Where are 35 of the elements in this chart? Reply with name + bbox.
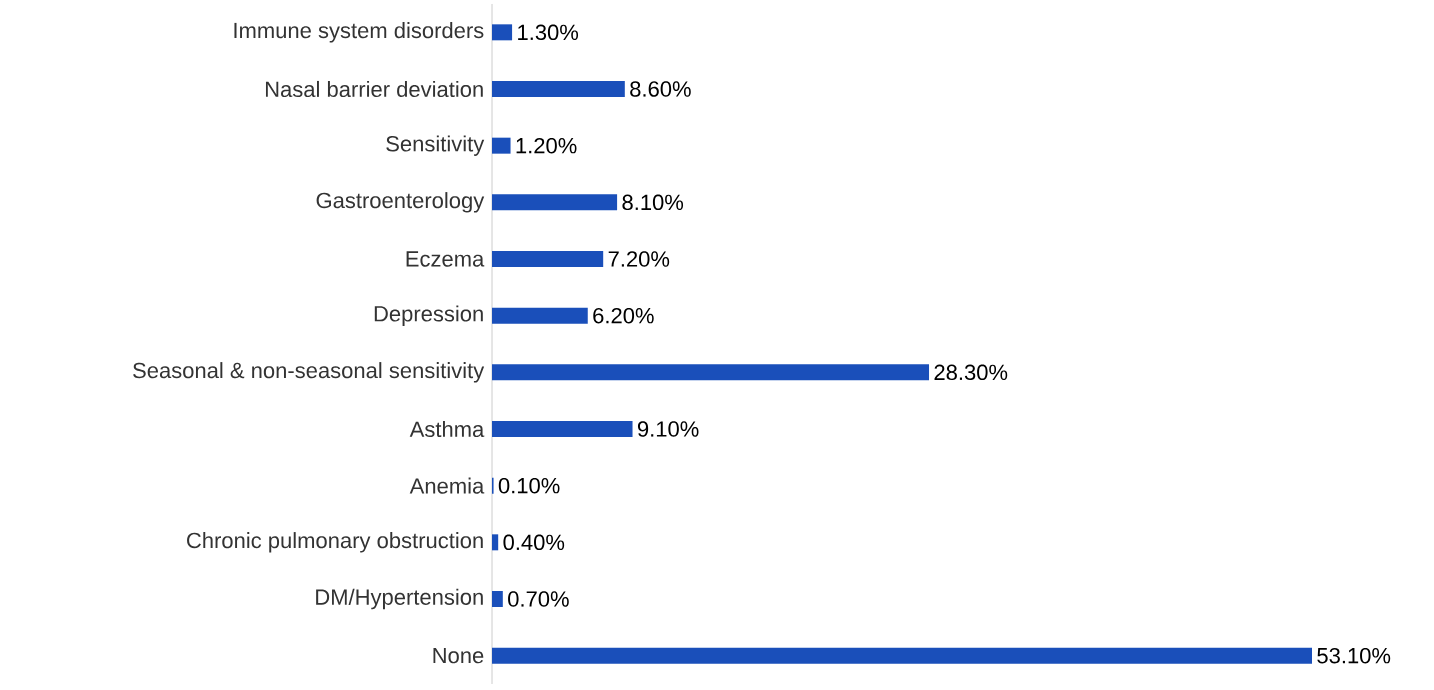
bar — [492, 251, 604, 267]
y-tick-label: Sensitivity — [386, 135, 485, 156]
y-tick-label: Nasal barrier deviation — [265, 80, 483, 98]
y-tick-label: Anemia — [409, 477, 485, 494]
data-label: 8.60% — [630, 81, 691, 97]
data-label: 0.40% — [503, 534, 565, 551]
data-label: 28.30% — [934, 364, 1008, 381]
y-tick-label: DM/Hypertension — [316, 588, 483, 610]
data-label: 8.10% — [622, 194, 684, 211]
data-label: 6.20% — [593, 307, 654, 324]
bar — [492, 647, 1312, 664]
bar — [492, 534, 499, 551]
y-tick-label: Asthma — [409, 420, 485, 438]
data-label: 1.30% — [518, 24, 579, 41]
y-tick-label: Chronic pulmonary obstruction — [187, 532, 483, 553]
data-label: 53.10% — [1317, 647, 1391, 664]
bar — [492, 590, 503, 607]
y-tick-label: Immune system disorders — [234, 22, 484, 43]
y-tick-label: Eczema — [406, 251, 485, 267]
data-label: 1.20% — [516, 137, 577, 154]
y-tick-label: Gastroenterology — [316, 192, 485, 213]
y-tick-label: Seasonal & non-seasonal sensitivity — [133, 362, 485, 383]
y-tick-label: None — [433, 648, 484, 664]
bar — [492, 420, 633, 437]
bar — [492, 81, 625, 97]
data-label: 0.70% — [508, 591, 569, 607]
bar — [492, 24, 513, 41]
data-label: 9.10% — [637, 421, 699, 437]
data-label: 0.10% — [498, 477, 560, 494]
bar — [492, 194, 618, 211]
y-tick-label: Depression — [374, 305, 483, 326]
bar — [492, 137, 511, 154]
bar — [492, 307, 588, 324]
data-label: 7.20% — [608, 251, 670, 267]
bar — [492, 364, 930, 381]
